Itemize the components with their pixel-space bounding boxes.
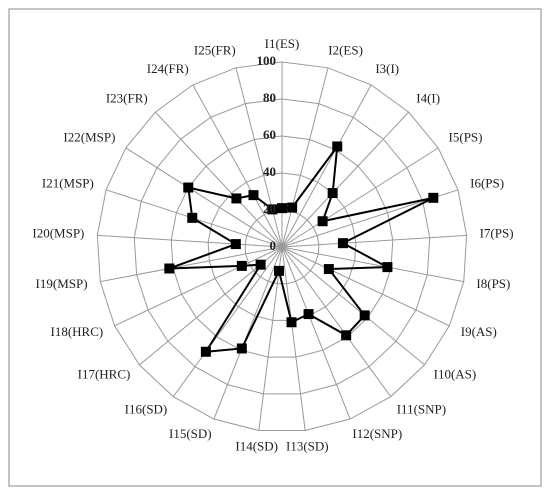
spoke xyxy=(281,84,372,248)
marker xyxy=(187,212,198,223)
category-label: I22(MSP) xyxy=(63,130,115,145)
tick-label: 20 xyxy=(263,201,276,216)
marker xyxy=(164,263,175,274)
spoke xyxy=(213,246,283,420)
marker xyxy=(337,238,348,249)
marker xyxy=(183,182,194,193)
spoke xyxy=(114,246,283,327)
tick-label: 0 xyxy=(270,238,277,253)
category-label: I4(I) xyxy=(416,91,440,106)
spoke xyxy=(281,111,410,248)
category-label: I17(HRC) xyxy=(78,367,131,382)
tick-label: 40 xyxy=(263,164,276,179)
marker xyxy=(200,346,211,357)
spoke xyxy=(192,84,283,248)
series-line xyxy=(168,142,434,353)
grid-ring xyxy=(96,61,468,432)
spoke xyxy=(281,246,464,283)
marker xyxy=(287,202,298,213)
category-label: I7(PS) xyxy=(480,225,514,240)
spoke xyxy=(97,234,283,248)
marker xyxy=(236,343,247,354)
category-label: I21(MSP) xyxy=(42,176,94,191)
category-label: I12(SNP) xyxy=(352,426,402,441)
category-label: I23(FR) xyxy=(106,91,148,106)
category-label: I20(MSP) xyxy=(32,225,84,240)
marker xyxy=(273,265,284,276)
marker xyxy=(359,310,370,321)
spoke xyxy=(100,246,283,283)
marker xyxy=(230,239,241,250)
category-label: I16(SD) xyxy=(125,401,168,416)
category-label: I19(MSP) xyxy=(36,276,88,291)
marker xyxy=(267,204,278,215)
spoke xyxy=(281,147,439,248)
category-label: I11(SNP) xyxy=(397,401,446,416)
category-label: I18(HRC) xyxy=(51,324,104,339)
category-label: I13(SD) xyxy=(286,438,329,453)
marker xyxy=(341,330,352,341)
spoke xyxy=(281,234,467,248)
category-label: I9(AS) xyxy=(461,324,497,339)
chart-frame xyxy=(8,8,542,487)
spoke xyxy=(281,246,351,420)
marker xyxy=(382,262,393,273)
spoke xyxy=(281,67,329,248)
tick-label: 80 xyxy=(263,90,276,105)
marker xyxy=(255,259,266,270)
spoke xyxy=(281,246,425,366)
spoke xyxy=(258,246,283,431)
category-label: I2(ES) xyxy=(328,42,363,57)
spoke xyxy=(281,246,306,431)
spoke xyxy=(172,246,283,397)
marker xyxy=(236,260,247,271)
marker xyxy=(428,192,439,203)
marker xyxy=(248,190,259,201)
category-label: I1(ES) xyxy=(265,36,300,51)
category-label: I5(PS) xyxy=(449,130,483,145)
category-label: I6(PS) xyxy=(470,176,504,191)
spoke xyxy=(281,246,450,327)
marker xyxy=(317,216,328,227)
category-label: I8(PS) xyxy=(476,276,510,291)
spoke xyxy=(235,67,283,248)
category-label: I15(SD) xyxy=(169,426,212,441)
spoke xyxy=(281,246,392,397)
grid-ring xyxy=(207,172,357,321)
marker xyxy=(303,309,314,320)
category-label: I14(SD) xyxy=(235,438,278,453)
spoke xyxy=(154,111,283,248)
spoke xyxy=(125,147,283,248)
marker xyxy=(277,203,287,214)
tick-label: 60 xyxy=(263,127,276,142)
marker xyxy=(231,193,242,204)
marker xyxy=(323,264,334,275)
grid-ring xyxy=(133,98,431,395)
category-label: I3(I) xyxy=(375,61,399,76)
tick-label: 100 xyxy=(257,53,277,68)
marker xyxy=(332,141,343,152)
marker xyxy=(286,317,297,328)
category-label: I24(FR) xyxy=(147,61,189,76)
category-label: I25(FR) xyxy=(194,42,236,57)
category-label: I10(AS) xyxy=(434,367,477,382)
marker xyxy=(327,188,338,199)
